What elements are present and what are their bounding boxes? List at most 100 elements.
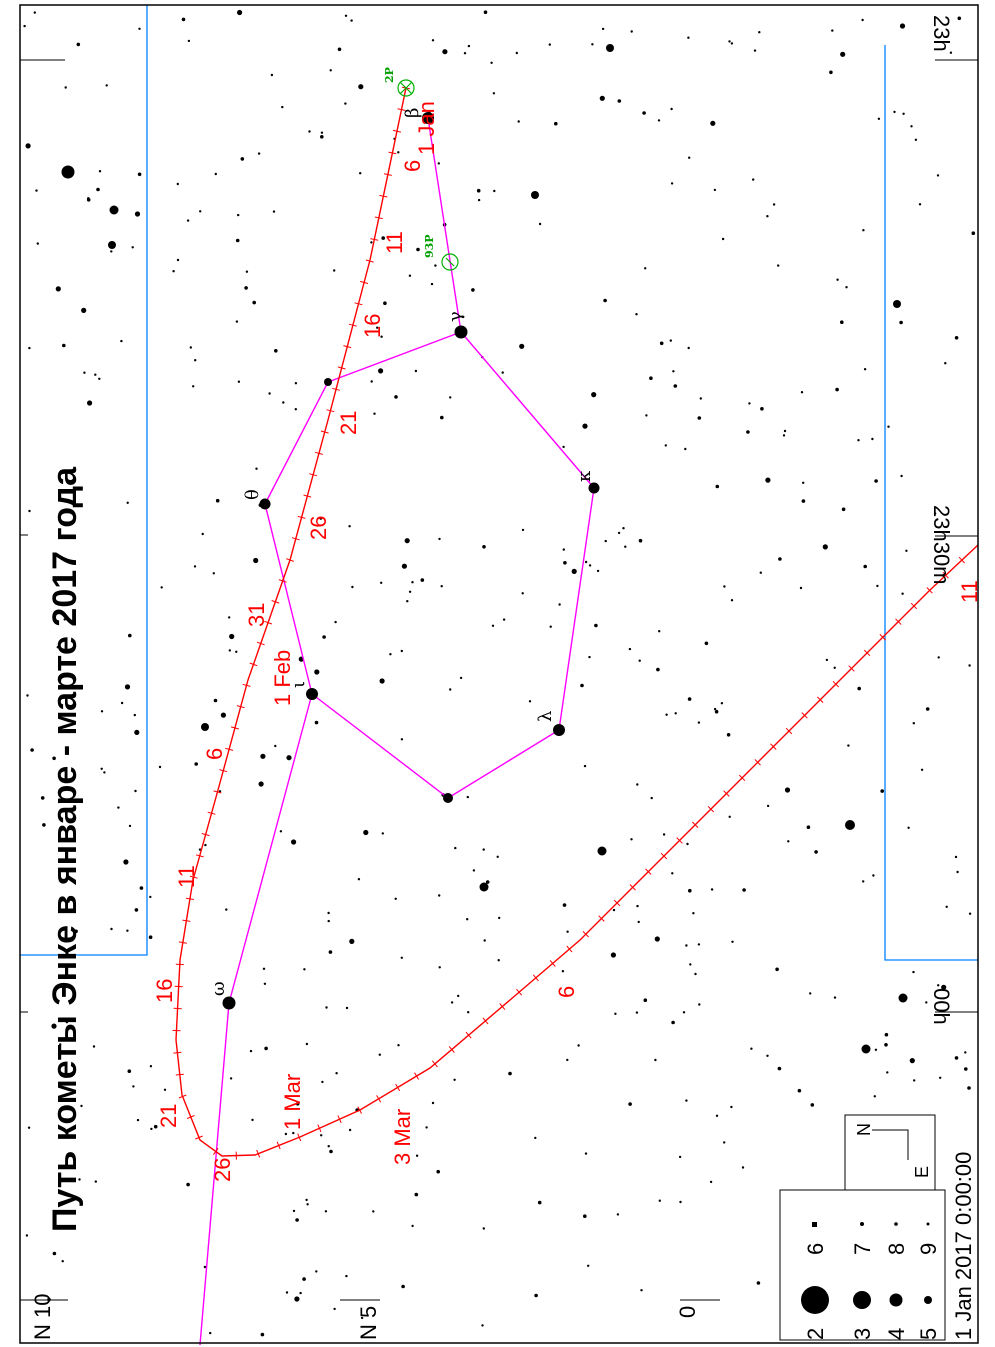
field-star: [831, 29, 834, 32]
legend: N E 2 3 4 5 6 7 8 9 1 Jan 2017 0:00:00: [779, 1114, 976, 1341]
field-star: [406, 600, 409, 603]
star-lambda: [553, 724, 565, 736]
field-star: [730, 599, 734, 602]
dec-label-n10: N 10: [30, 1294, 55, 1340]
date-label: 1 Mar: [280, 1074, 305, 1130]
field-star: [163, 1088, 167, 1092]
field-star: [133, 713, 136, 717]
field-star: [715, 1114, 719, 1118]
field-star: [521, 592, 524, 595]
track-tick: [230, 726, 239, 730]
track-tick: [219, 769, 228, 773]
field-star: [27, 1126, 31, 1129]
field-star: [678, 1155, 682, 1159]
field-star: [485, 880, 490, 884]
field-star: [697, 943, 701, 946]
field-star: [801, 499, 806, 503]
field-star: [237, 9, 243, 16]
comet-93p-marker: [441, 253, 459, 271]
field-star: [482, 1227, 485, 1230]
star-omega: [222, 996, 236, 1010]
field-star: [160, 586, 163, 589]
field-star: [440, 415, 444, 420]
legend-box: [779, 1189, 946, 1341]
field-star: [645, 414, 648, 417]
field-star: [877, 117, 881, 121]
track-tick: [942, 571, 949, 579]
field-star: [880, 789, 884, 793]
field-star: [65, 1021, 69, 1024]
track-tick: [770, 743, 777, 750]
field-star: [936, 174, 940, 177]
field-star: [294, 382, 298, 385]
comet-2p-marker: [397, 79, 415, 97]
field-star: [320, 131, 324, 134]
field-star: [656, 667, 660, 672]
star-unnamed: [443, 793, 453, 803]
field-star: [964, 1051, 967, 1054]
field-star: [933, 512, 937, 515]
field-star: [378, 368, 384, 374]
field-star: [829, 70, 833, 75]
encke-date-labels: 1 Jan 6 11 16 21 26 31 1 Feb 6 11 16 21 …: [152, 101, 439, 1182]
field-star: [752, 178, 755, 181]
field-star: [697, 721, 701, 724]
field-star: [176, 182, 179, 186]
track-tick: [236, 705, 245, 709]
track-tick: [357, 1106, 363, 1114]
field-star: [295, 1218, 299, 1222]
field-star: [401, 1284, 405, 1289]
date-label: 21: [336, 411, 361, 435]
field-star: [260, 753, 266, 759]
field-star: [397, 151, 400, 154]
track-tick: [303, 494, 312, 498]
field-star: [483, 10, 488, 14]
dec-label-0: 0: [675, 1306, 700, 1318]
mag-label: 7: [850, 1243, 875, 1255]
field-star: [644, 267, 647, 270]
track-tick: [249, 662, 258, 667]
compass-box: [844, 1114, 936, 1191]
field-star: [614, 1012, 617, 1015]
track-tick: [201, 833, 210, 837]
field-star: [467, 44, 471, 48]
field-star: [741, 1166, 745, 1169]
field-star: [862, 229, 865, 232]
field-star: [376, 326, 379, 329]
field-star: [244, 286, 248, 290]
field-star: [759, 571, 762, 574]
field-star: [466, 918, 469, 921]
field-star: [25, 1234, 29, 1237]
star-bright: [845, 820, 855, 830]
field-star: [131, 246, 134, 249]
field-star: [772, 203, 776, 206]
field-star: [229, 1077, 233, 1080]
star-bright: [61, 165, 75, 179]
field-star: [434, 264, 437, 267]
field-star: [477, 198, 481, 202]
field-star: [126, 929, 129, 932]
field-star: [490, 61, 493, 64]
field-star: [558, 603, 561, 606]
frame-ticks: [20, 59, 978, 1301]
mag-dot-5: [924, 1296, 932, 1304]
field-star: [225, 908, 228, 911]
field-star: [103, 771, 106, 774]
star-bright: [597, 846, 607, 856]
field-star: [548, 43, 551, 46]
field-star: [467, 1011, 470, 1014]
track-tick: [178, 941, 187, 944]
star-bright: [531, 191, 539, 199]
field-star: [274, 349, 278, 353]
track-tick: [212, 1147, 219, 1155]
field-star: [664, 444, 667, 447]
field-star: [110, 250, 113, 253]
field-star: [610, 952, 617, 958]
track-tick: [549, 960, 556, 967]
field-star: [258, 781, 264, 787]
field-star: [710, 120, 716, 126]
field-star: [642, 111, 646, 115]
field-star: [357, 878, 361, 881]
field-star: [214, 172, 217, 176]
date-label: 11: [174, 865, 199, 888]
